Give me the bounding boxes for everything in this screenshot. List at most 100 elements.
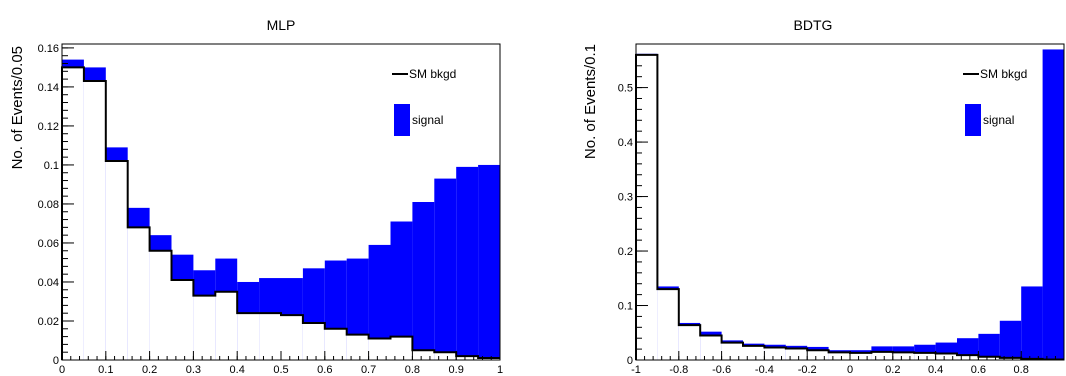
bdtg-y-axis-label: No. of Events/0.1 xyxy=(582,44,599,159)
signal-bar xyxy=(1021,286,1043,360)
x-tick-label: 0.4 xyxy=(928,364,943,376)
mlp-legend-signal-label: signal xyxy=(412,113,443,127)
y-tick-label: 0.16 xyxy=(38,43,59,55)
background-bar xyxy=(390,336,413,360)
bdtg-legend-signal-label: signal xyxy=(983,113,1014,127)
background-bar xyxy=(193,295,216,360)
background-bar xyxy=(999,357,1022,360)
background-bar xyxy=(978,356,1000,360)
x-tick-label: 0.6 xyxy=(971,364,986,376)
mlp-legend-bkgd-label: SM bkgd xyxy=(409,67,456,81)
background-bar xyxy=(892,352,915,360)
background-bar xyxy=(957,355,979,360)
background-step-line xyxy=(61,66,500,360)
bdtg-panel: BDTG No. of Events/0.1 -1 -0.8 -0.6 -0.4 -0.… xyxy=(582,17,1065,376)
bdtg-plot-frame xyxy=(635,43,1065,361)
signal-bar xyxy=(456,166,479,360)
x-tick-label: 0.8 xyxy=(405,364,420,376)
background-bar xyxy=(743,345,765,360)
y-tick-label: 0.14 xyxy=(38,82,59,94)
x-tick-label: 0.2 xyxy=(885,364,900,376)
background-bar xyxy=(171,280,194,360)
x-tick-label: 0.3 xyxy=(186,364,201,376)
y-tick-label: 0.3 xyxy=(618,192,633,204)
y-tick-label: 0.02 xyxy=(38,316,59,328)
signal-bar xyxy=(1042,49,1064,361)
x-tick-label: -0.8 xyxy=(669,364,688,376)
x-tick-label: 0.4 xyxy=(230,364,245,376)
x-tick-label: 0.6 xyxy=(317,364,332,376)
bdtg-legend-signal-swatch xyxy=(965,104,981,136)
x-tick-label: 0 xyxy=(59,364,65,376)
background-bar xyxy=(807,350,829,360)
bdtg-legend: SM bkgd signal xyxy=(963,67,1027,136)
x-tick-label: -0.4 xyxy=(755,364,774,376)
background-bar xyxy=(721,342,743,360)
x-tick-label: 0.8 xyxy=(1014,364,1029,376)
y-tick-label: 0 xyxy=(53,355,59,367)
bdtg-legend-bkgd-label: SM bkgd xyxy=(980,67,1027,81)
mlp-title: MLP xyxy=(267,17,296,33)
signal-bar xyxy=(478,164,500,360)
y-tick-label: 0.08 xyxy=(38,199,59,211)
background-bar xyxy=(215,291,238,360)
y-tick-label: 0.4 xyxy=(618,137,633,149)
y-tick-label: 0.04 xyxy=(38,277,59,289)
background-bar xyxy=(871,351,893,360)
background-bar xyxy=(281,315,303,360)
x-tick-label: 0.1 xyxy=(98,364,113,376)
x-tick-label: 0.7 xyxy=(361,364,376,376)
background-bar xyxy=(785,348,808,360)
y-tick-label: 0.2 xyxy=(618,246,633,258)
y-tick-label: 0.1 xyxy=(44,160,59,172)
x-tick-label: -0.6 xyxy=(712,364,731,376)
signal-bar xyxy=(412,202,435,360)
background-bar xyxy=(324,328,347,360)
background-bar xyxy=(83,81,106,360)
background-bar xyxy=(127,227,150,360)
mlp-background xyxy=(61,66,500,360)
background-bar xyxy=(850,352,872,360)
background-bar xyxy=(346,334,369,360)
x-tick-label: 1 xyxy=(497,364,503,376)
bdtg-bars xyxy=(636,49,1064,361)
signal-bar xyxy=(434,178,457,360)
background-bar xyxy=(914,352,936,360)
background-bar xyxy=(62,67,84,360)
y-tick-label: 0.1 xyxy=(618,301,633,313)
x-tick-label: 0.5 xyxy=(273,364,288,376)
x-tick-label: 0.2 xyxy=(142,364,157,376)
background-bar xyxy=(368,338,391,360)
background-bar xyxy=(678,325,701,360)
mlp-panel: MLP No. of Events/0.05 0 0.1 0.2 0.3 0.4 0.5 0… xyxy=(9,17,503,376)
mlp-ticks: 0 0.1 0.2 0.3 0.4 0.5 0.6 0.7 0.8 0.9 1 0 0.02 0.04 0.… xyxy=(38,43,503,376)
background-bar xyxy=(105,161,128,360)
background-bar xyxy=(434,352,457,360)
mlp-legend: SM bkgd signal xyxy=(392,67,456,136)
background-bar xyxy=(149,250,172,360)
signal-bar xyxy=(390,221,413,360)
background-bar xyxy=(456,356,479,360)
bdtg-title: BDTG xyxy=(794,17,833,33)
signal-bar xyxy=(368,244,391,360)
background-bar xyxy=(764,347,786,360)
background-bar xyxy=(237,313,260,360)
background-bar xyxy=(700,335,722,360)
bdtg-background xyxy=(635,53,1064,361)
mlp-legend-signal-swatch xyxy=(394,104,410,136)
background-bar xyxy=(828,352,850,360)
background-bar xyxy=(412,350,435,360)
background-bar xyxy=(657,289,679,360)
signal-bar xyxy=(999,320,1022,360)
signal-bar xyxy=(978,333,1000,360)
x-tick-label: 0.9 xyxy=(449,364,464,376)
y-tick-label: 0.5 xyxy=(618,83,633,95)
bdtg-ticks: -1 -0.8 -0.6 -0.4 -0.2 0 0.2 0.4 0.6 0.8 0 0.1 0.2 0.… xyxy=(618,43,1065,376)
mlp-y-axis-label: No. of Events/0.05 xyxy=(9,46,26,169)
y-tick-label: 0.06 xyxy=(38,238,59,250)
x-tick-label: -0.2 xyxy=(798,364,817,376)
x-tick-label: 0 xyxy=(847,364,853,376)
background-step-line xyxy=(635,53,1064,361)
